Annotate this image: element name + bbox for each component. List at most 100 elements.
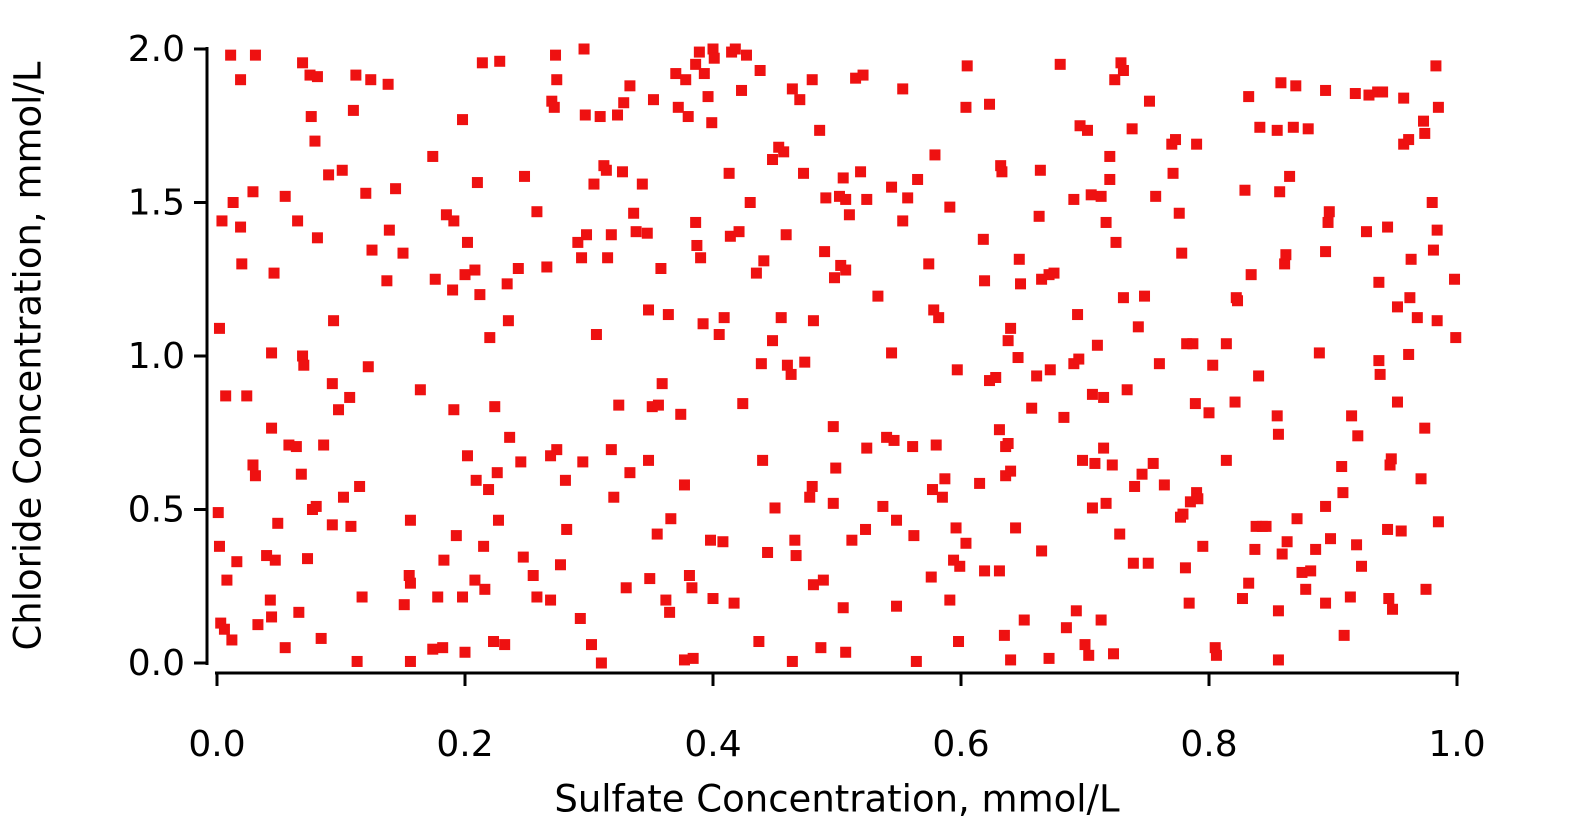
point [1220, 338, 1232, 350]
point [1127, 557, 1139, 569]
point [925, 571, 937, 583]
point [789, 534, 801, 546]
point [266, 347, 278, 359]
point [1074, 120, 1086, 132]
point [1013, 253, 1025, 265]
point [974, 477, 986, 489]
point [780, 229, 792, 241]
point [1153, 358, 1165, 370]
point [226, 634, 238, 646]
point [1129, 480, 1141, 492]
point [643, 454, 655, 466]
point [888, 434, 900, 446]
point [531, 591, 543, 603]
point [767, 154, 779, 166]
point [1079, 639, 1091, 651]
point [501, 278, 513, 290]
point [1100, 497, 1112, 509]
point [695, 252, 707, 264]
point [1179, 562, 1191, 574]
point [1274, 186, 1286, 198]
point [936, 491, 948, 503]
y-tick-label: 1.0 [128, 336, 185, 377]
point [577, 456, 589, 468]
point [504, 431, 516, 443]
point [315, 632, 327, 644]
point [775, 312, 787, 324]
point [448, 215, 460, 227]
point [438, 554, 450, 566]
point [1271, 410, 1283, 422]
point [1048, 267, 1060, 279]
point [252, 619, 264, 631]
point [512, 263, 524, 275]
point [1296, 566, 1308, 578]
point [1015, 278, 1027, 290]
point [502, 315, 514, 327]
point [1420, 583, 1432, 595]
point [450, 530, 462, 542]
point [221, 574, 233, 586]
point [1302, 123, 1314, 135]
point [1279, 258, 1291, 270]
point [979, 275, 991, 287]
point [758, 255, 770, 267]
point [478, 540, 490, 552]
point [235, 74, 247, 86]
point [489, 401, 501, 413]
point [1281, 536, 1293, 548]
point [672, 101, 684, 113]
point [664, 606, 676, 618]
point [933, 312, 945, 324]
point [545, 450, 557, 462]
point [877, 500, 889, 512]
point [1010, 522, 1022, 534]
point [908, 530, 920, 542]
point [1036, 273, 1048, 285]
point [613, 399, 625, 411]
point [1239, 184, 1251, 196]
point [336, 164, 348, 176]
point [297, 350, 309, 362]
point [843, 209, 855, 221]
point [616, 166, 628, 178]
point [1191, 138, 1203, 150]
point [1254, 121, 1266, 133]
point [1272, 605, 1284, 617]
point [641, 227, 653, 239]
point [1114, 528, 1126, 540]
point [830, 462, 842, 474]
point [807, 315, 819, 327]
point [1091, 339, 1103, 351]
point [960, 537, 972, 549]
point [432, 591, 444, 603]
point [1108, 648, 1120, 660]
point [1426, 197, 1438, 208]
point [1012, 352, 1024, 364]
point [218, 623, 230, 635]
point [1338, 629, 1350, 641]
point [655, 263, 667, 275]
point [602, 252, 614, 264]
point [605, 229, 617, 241]
point [1427, 244, 1439, 256]
point [643, 304, 655, 316]
point [815, 642, 827, 654]
point [1320, 597, 1332, 609]
point [1373, 355, 1385, 367]
point [1136, 468, 1148, 480]
point [1391, 396, 1403, 408]
point [928, 304, 940, 316]
point [647, 94, 659, 106]
point [1060, 622, 1072, 634]
point [1203, 407, 1215, 419]
point [519, 170, 531, 182]
point [707, 43, 719, 55]
point [231, 556, 243, 568]
point [1229, 396, 1241, 408]
point [1291, 513, 1303, 525]
point [1431, 224, 1443, 236]
point [953, 636, 965, 648]
point [612, 109, 624, 121]
point [872, 290, 884, 302]
